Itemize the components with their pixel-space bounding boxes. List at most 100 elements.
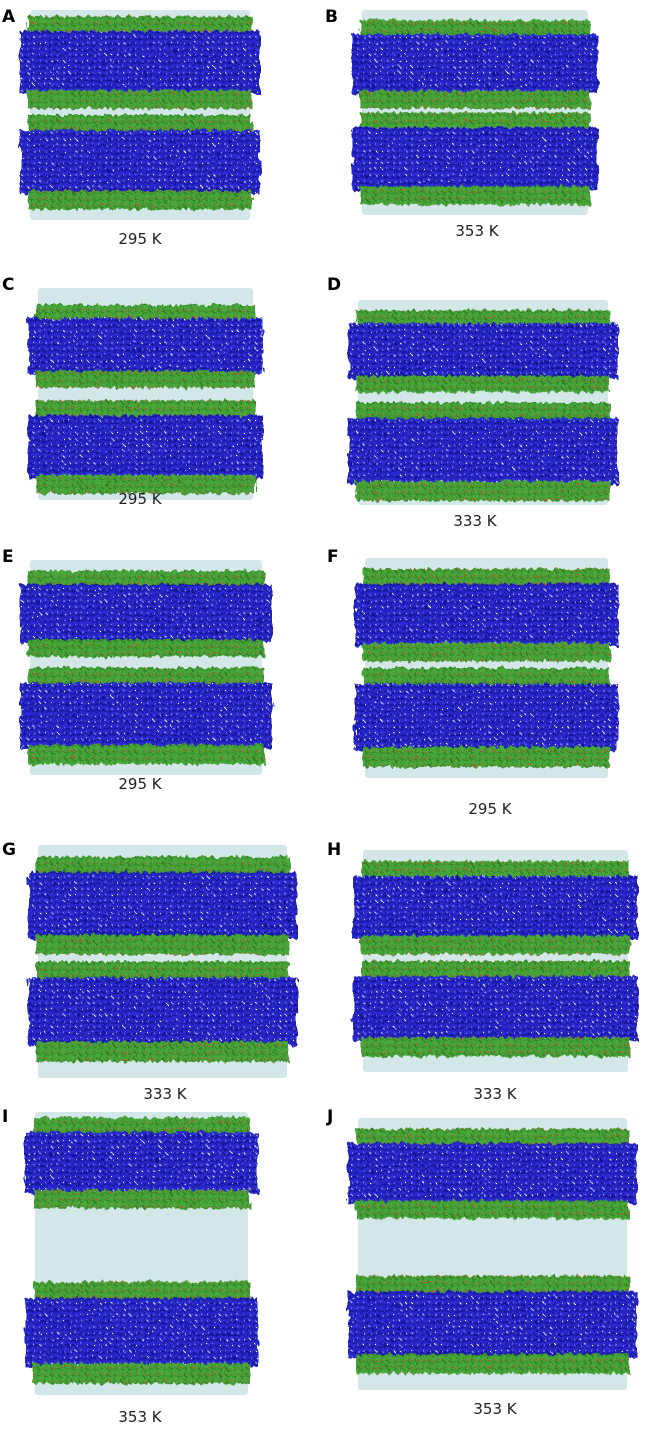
- temperature-caption: 295 K: [118, 490, 162, 508]
- tail-region: [20, 584, 272, 643]
- bilayer: [353, 961, 638, 1057]
- bilayer: [352, 20, 598, 109]
- head-group: [356, 310, 610, 327]
- bilayer: [348, 402, 618, 501]
- head-group: [363, 668, 610, 688]
- panel: [28, 288, 263, 500]
- bilayer: [352, 112, 598, 205]
- panel: [20, 10, 260, 220]
- head-group: [33, 1190, 250, 1209]
- tail-region: [348, 1143, 637, 1205]
- tail-region: [353, 976, 638, 1042]
- head-group: [36, 1041, 289, 1062]
- tail-region: [352, 34, 598, 95]
- head-group: [28, 190, 252, 210]
- bilayer: [28, 400, 263, 494]
- tail-region: [348, 1291, 637, 1359]
- bilayer: [28, 856, 297, 955]
- head-group: [360, 186, 590, 205]
- head-group: [28, 639, 264, 657]
- head-group: [33, 1281, 250, 1303]
- tail-region: [355, 583, 618, 647]
- panel-label: D: [327, 275, 341, 295]
- bilayer: [355, 668, 618, 767]
- head-group: [361, 961, 630, 981]
- temperature-caption: 295 K: [118, 230, 162, 248]
- tail-region: [20, 130, 260, 195]
- bilayer: [28, 961, 297, 1062]
- head-group: [356, 1128, 629, 1147]
- panel: [355, 558, 618, 778]
- panel: [20, 560, 272, 775]
- head-group: [356, 481, 610, 501]
- temperature-caption: 353 K: [455, 222, 499, 240]
- head-group: [33, 1117, 250, 1136]
- head-group: [356, 375, 610, 393]
- panel: [28, 845, 297, 1078]
- panel-label: C: [2, 275, 14, 295]
- head-group: [36, 856, 289, 877]
- head-group: [356, 1354, 629, 1374]
- panel-label: E: [2, 547, 14, 567]
- bilayer: [353, 861, 638, 955]
- head-group: [360, 112, 590, 131]
- bilayer: [355, 569, 618, 662]
- bilayer: [348, 1128, 637, 1219]
- head-group: [28, 744, 264, 765]
- temperature-caption: 295 K: [118, 775, 162, 793]
- tail-region: [28, 318, 263, 375]
- head-group: [356, 402, 610, 423]
- bilayer: [348, 1275, 637, 1374]
- head-group: [361, 1037, 630, 1057]
- panel: [348, 1118, 637, 1390]
- head-group: [36, 961, 289, 982]
- tail-region: [348, 418, 618, 486]
- head-group: [356, 1200, 629, 1219]
- head-group: [28, 90, 252, 109]
- tail-region: [28, 977, 297, 1046]
- head-group: [363, 569, 610, 588]
- head-group: [28, 115, 252, 134]
- tail-region: [28, 872, 297, 939]
- panel: [25, 1112, 258, 1395]
- panel-label: I: [2, 1107, 8, 1127]
- temperature-caption: 353 K: [118, 1408, 162, 1426]
- head-group: [356, 1275, 629, 1296]
- panel-label: G: [2, 840, 16, 860]
- bilayer: [25, 1117, 258, 1209]
- tail-region: [353, 876, 638, 940]
- tail-region: [352, 127, 598, 190]
- head-group: [28, 667, 264, 687]
- panel-label: A: [2, 7, 16, 27]
- bilayer: [28, 304, 263, 388]
- tail-region: [20, 682, 272, 749]
- panel-label: H: [327, 840, 341, 860]
- tail-region: [348, 323, 618, 380]
- head-group: [36, 934, 289, 955]
- bilayer: [20, 667, 272, 765]
- panel-label: J: [326, 1107, 333, 1127]
- tail-region: [25, 1132, 258, 1194]
- bilayer: [25, 1281, 258, 1384]
- panel-label: F: [327, 547, 339, 567]
- head-group: [363, 642, 610, 662]
- head-group: [28, 570, 264, 588]
- head-group: [33, 1363, 250, 1384]
- head-group: [361, 861, 630, 880]
- bilayer: [20, 115, 260, 210]
- temperature-caption: 333 K: [453, 512, 497, 530]
- temperature-caption: 353 K: [473, 1400, 517, 1418]
- bilayer: [348, 310, 618, 393]
- head-group: [36, 474, 255, 494]
- head-group: [360, 20, 590, 38]
- head-group: [36, 371, 255, 388]
- bilayer: [20, 570, 272, 657]
- head-group: [28, 16, 252, 35]
- panel: [348, 300, 618, 505]
- tail-region: [25, 1298, 258, 1368]
- tail-region: [20, 31, 260, 94]
- head-group: [36, 400, 255, 420]
- tail-region: [355, 683, 618, 752]
- panel: [352, 10, 598, 215]
